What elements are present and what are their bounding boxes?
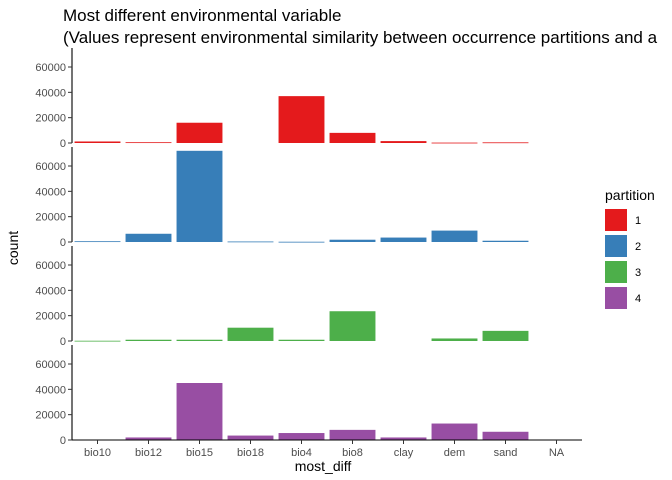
y-tick-label: 20000 — [35, 212, 66, 224]
x-tick-label: clay — [394, 447, 414, 459]
bar-1-bio4 — [278, 96, 325, 143]
legend-label-4: 4 — [635, 293, 641, 305]
bar-4-bio18 — [227, 435, 274, 440]
bar-1-sand — [482, 142, 529, 144]
bar-4-clay — [380, 437, 427, 440]
legend-key-3 — [605, 261, 627, 283]
x-tick-label: sand — [494, 447, 518, 459]
bar-2-bio8 — [329, 239, 376, 242]
bar-4-bio8 — [329, 429, 376, 440]
bar-4-dem — [431, 423, 478, 440]
facet-panel-1: 0 20000 40000 60000 — [35, 48, 529, 150]
y-tick-label: 60000 — [35, 260, 66, 272]
chart-title: Most different environmental variable — [63, 6, 341, 25]
bar-2-bio18 — [227, 241, 274, 243]
bar-2-clay — [380, 237, 427, 242]
bar-3-bio12 — [125, 339, 172, 341]
facet-panel-4: 0 20000 40000 60000 — [35, 345, 529, 447]
legend-label-1: 1 — [635, 215, 641, 227]
legend-title: partition — [605, 187, 655, 203]
y-tick-label: 40000 — [35, 285, 66, 297]
bar-3-bio4 — [278, 339, 325, 341]
bar-3-bio8 — [329, 311, 376, 341]
legend: partition 1 2 3 4 — [605, 187, 655, 309]
x-tick-label: NA — [549, 447, 565, 459]
legend-key-2 — [605, 235, 627, 257]
x-axis: bio10 bio12 bio15 bio18 bio4 bio8 clay dem sand N… — [72, 439, 582, 459]
bar-1-bio10 — [74, 141, 121, 143]
x-tick-label: dem — [444, 447, 465, 459]
y-tick-label: 60000 — [35, 359, 66, 371]
bar-2-bio4 — [278, 241, 325, 243]
bar-4-sand — [482, 431, 529, 440]
bar-3-bio18 — [227, 327, 274, 341]
bar-3-sand — [482, 330, 529, 341]
bar-3-bio10 — [74, 340, 121, 342]
bar-3-dem — [431, 338, 478, 341]
y-tick-label: 0 — [60, 237, 66, 249]
y-tick-label: 60000 — [35, 62, 66, 74]
x-axis-title: most_diff — [295, 458, 352, 474]
y-tick-label: 20000 — [35, 410, 66, 422]
chart-subtitle: (Values represent environmental similari… — [63, 28, 658, 47]
x-tick-label: bio4 — [291, 447, 312, 459]
legend-label-2: 2 — [635, 241, 641, 253]
y-tick-label: 0 — [60, 138, 66, 150]
y-tick-label: 60000 — [35, 161, 66, 173]
bar-1-bio15 — [176, 122, 223, 143]
bar-2-dem — [431, 230, 478, 242]
y-tick-label: 20000 — [35, 311, 66, 323]
facet-panel-3: 0 20000 40000 60000 — [35, 246, 529, 348]
legend-label-3: 3 — [635, 267, 641, 279]
x-tick-label: bio18 — [237, 447, 264, 459]
legend-key-1 — [605, 209, 627, 231]
bar-4-bio12 — [125, 437, 172, 440]
bar-2-bio15 — [176, 150, 223, 242]
bar-4-bio4 — [278, 433, 325, 440]
bar-1-clay — [380, 141, 427, 143]
y-tick-label: 20000 — [35, 113, 66, 125]
facet-panels: 0 20000 40000 60000 0 20000 40000 60000 0 20000 40… — [35, 48, 529, 447]
y-tick-label: 40000 — [35, 87, 66, 99]
facet-panel-2: 0 20000 40000 60000 — [35, 147, 529, 249]
y-tick-label: 0 — [60, 336, 66, 348]
bar-2-bio10 — [74, 241, 121, 243]
bar-1-bio8 — [329, 132, 376, 143]
x-tick-label: bio12 — [135, 447, 162, 459]
bar-1-bio12 — [125, 142, 172, 144]
bar-2-sand — [482, 240, 529, 242]
y-tick-label: 0 — [60, 435, 66, 447]
x-tick-label: bio8 — [342, 447, 363, 459]
bar-1-dem — [431, 142, 478, 144]
x-tick-label: bio10 — [84, 447, 111, 459]
x-tick-label: bio15 — [186, 447, 213, 459]
bar-2-bio12 — [125, 233, 172, 242]
bar-3-bio15 — [176, 339, 223, 341]
bar-4-bio15 — [176, 383, 223, 440]
y-tick-label: 40000 — [35, 384, 66, 396]
legend-key-4 — [605, 287, 627, 309]
y-tick-label: 40000 — [35, 186, 66, 198]
y-axis-title: count — [5, 231, 21, 265]
